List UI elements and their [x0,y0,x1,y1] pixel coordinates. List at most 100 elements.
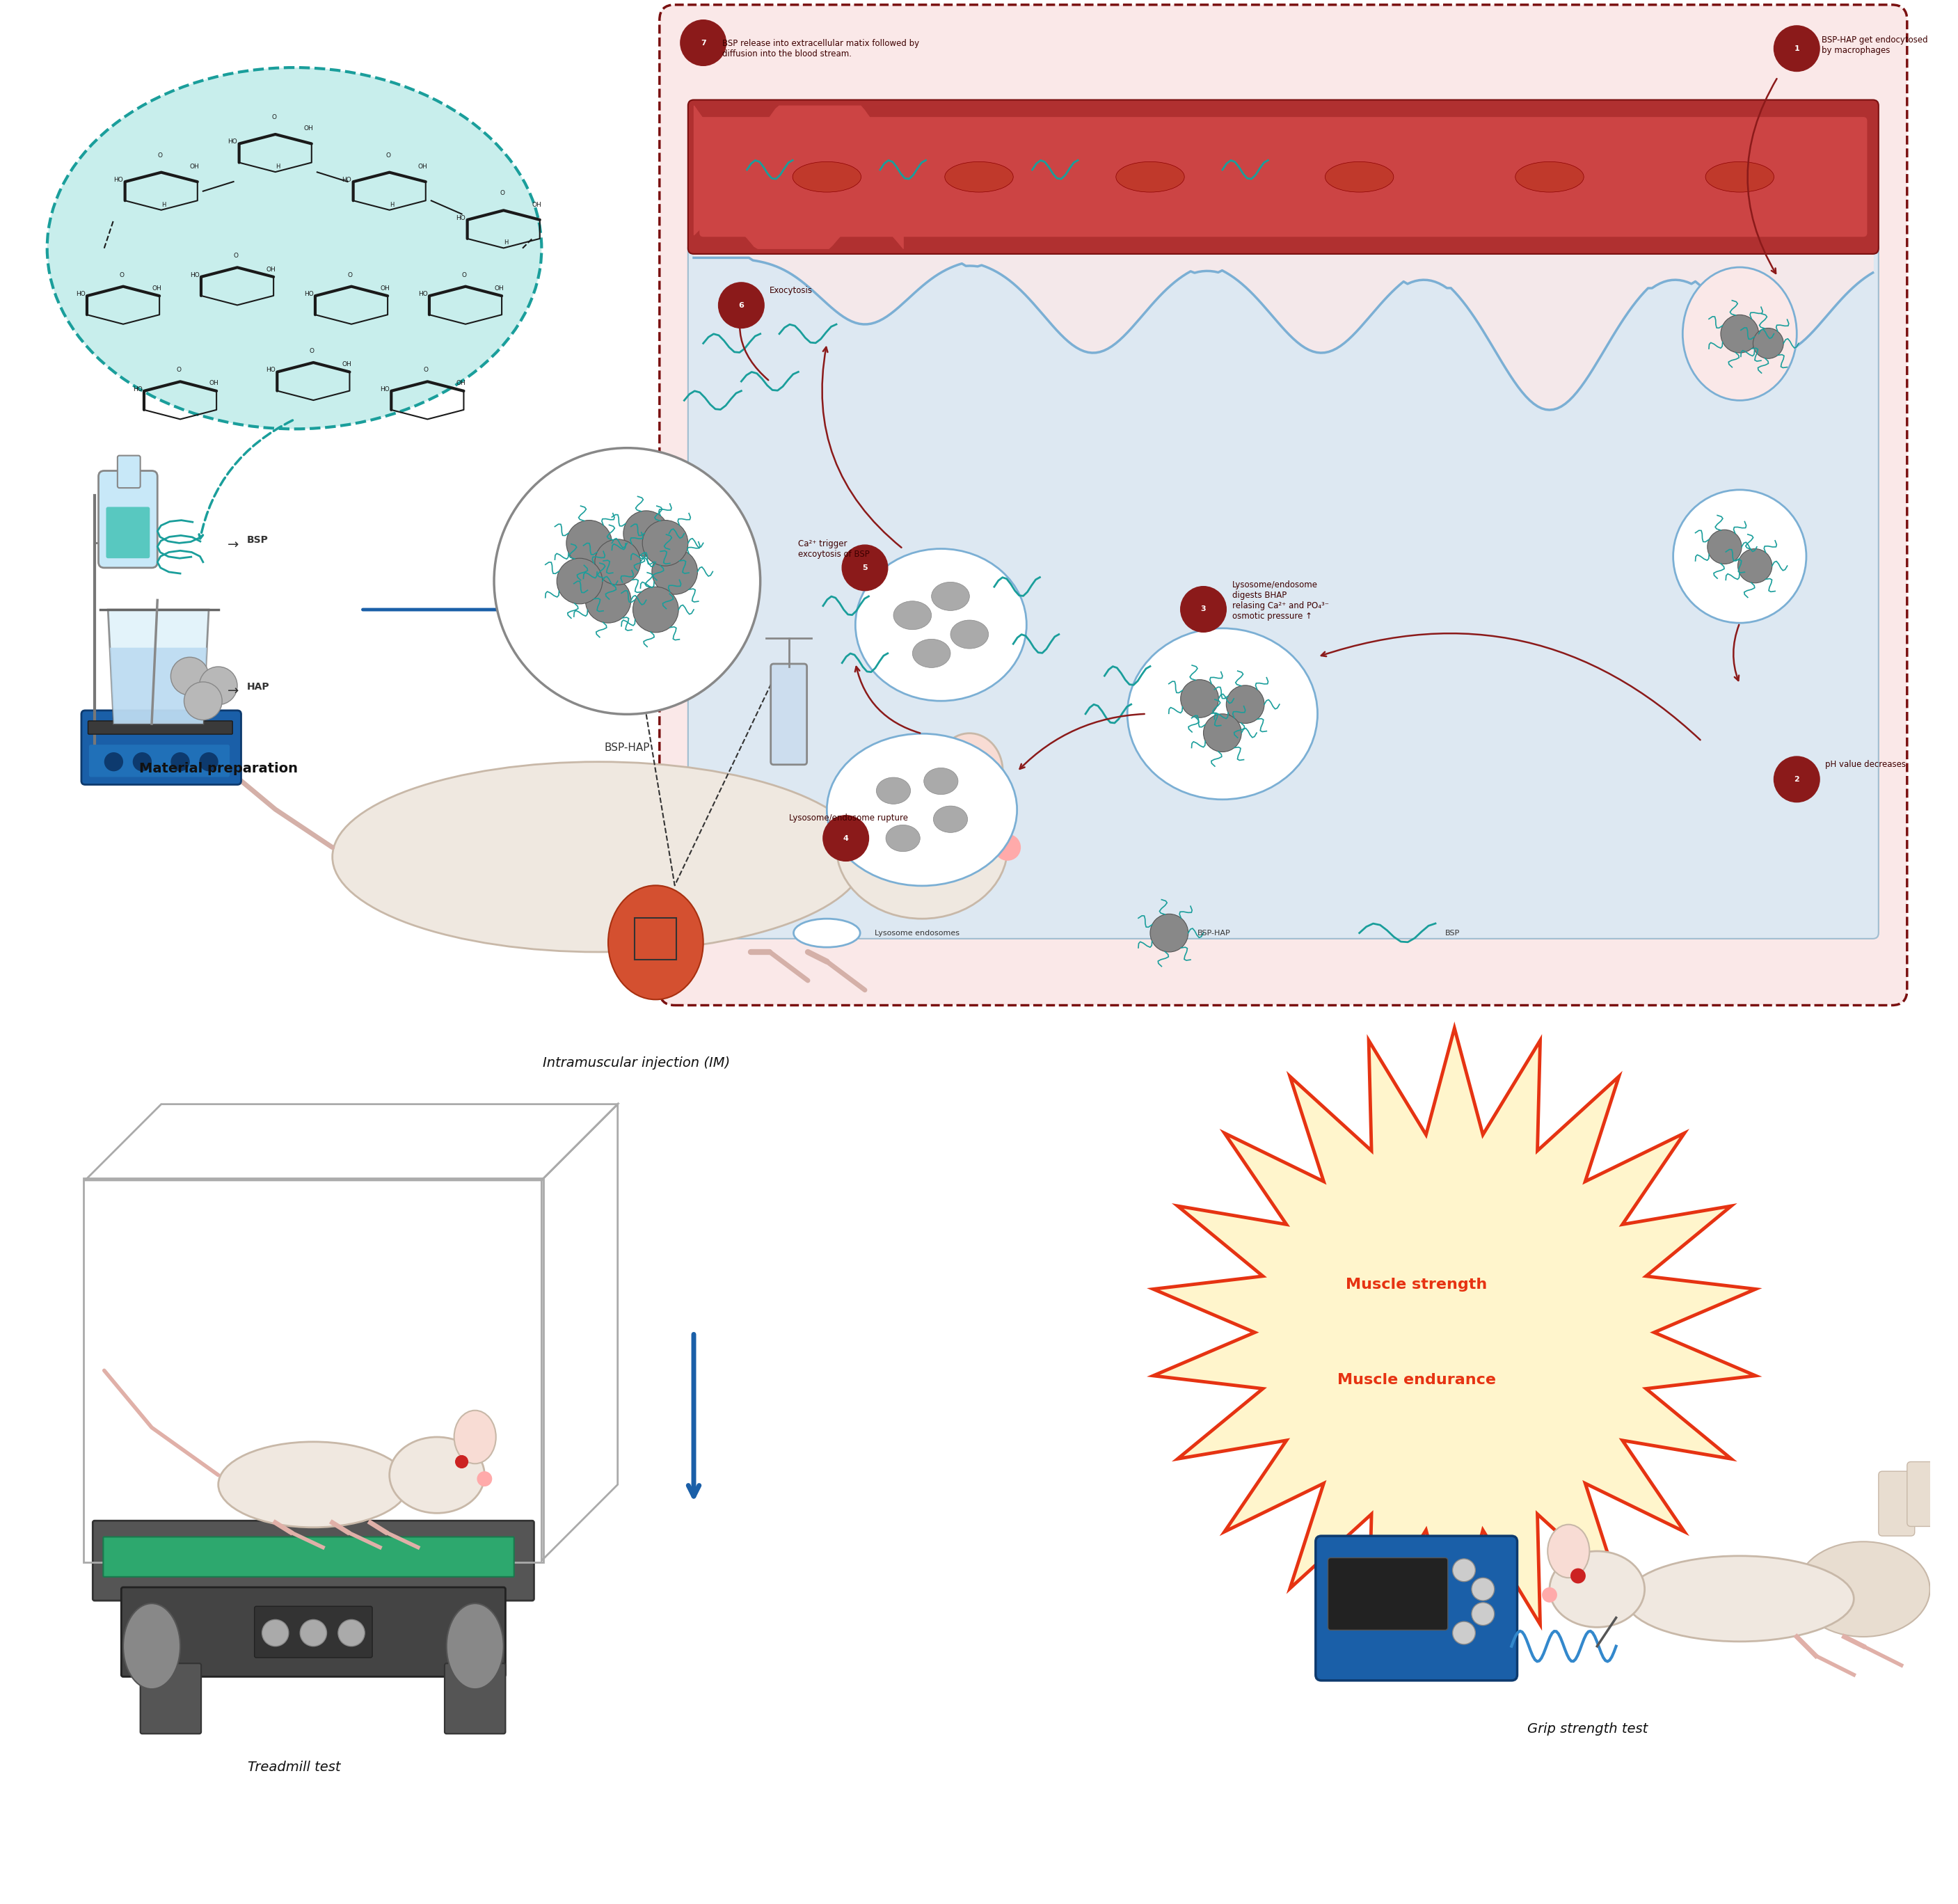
FancyArrowPatch shape [822,347,901,548]
Circle shape [1472,1603,1494,1626]
Text: OH: OH [493,286,503,291]
Text: BSP: BSP [1445,929,1461,937]
Circle shape [1226,685,1265,724]
Text: 6: 6 [738,303,744,308]
Ellipse shape [836,777,1008,920]
Circle shape [170,752,190,771]
Text: Ca²⁺ trigger
excoytosis of BSP: Ca²⁺ trigger excoytosis of BSP [799,539,869,558]
Circle shape [719,282,764,327]
FancyBboxPatch shape [82,710,241,784]
FancyArrowPatch shape [1322,634,1700,741]
Text: 3: 3 [1200,605,1206,613]
Text: OH: OH [343,362,352,367]
Text: Material preparation: Material preparation [139,762,298,775]
Text: H: H [503,240,507,246]
Circle shape [339,1620,364,1647]
Circle shape [556,558,603,604]
Circle shape [965,809,985,828]
Text: OH: OH [151,286,161,291]
Circle shape [200,666,237,704]
Text: Intramuscular injection (IM): Intramuscular injection (IM) [542,1057,730,1070]
Ellipse shape [924,767,957,794]
Ellipse shape [1674,489,1807,623]
Text: HO: HO [227,139,237,145]
Text: H: H [390,202,394,208]
Ellipse shape [1705,162,1774,192]
Text: HO: HO [303,291,313,297]
FancyBboxPatch shape [771,664,807,765]
FancyBboxPatch shape [1328,1557,1447,1630]
Circle shape [1453,1622,1476,1645]
Text: O: O [272,114,276,120]
FancyBboxPatch shape [255,1607,372,1658]
Text: →: → [227,539,239,552]
Text: pH value decreases: pH value decreases [1825,760,1905,769]
Circle shape [300,1620,327,1647]
Text: HO: HO [456,215,466,221]
Text: O: O [233,253,239,259]
Polygon shape [110,647,208,724]
Text: Treadmill test: Treadmill test [249,1761,341,1775]
Circle shape [493,447,760,714]
Circle shape [632,586,679,632]
Circle shape [1149,914,1189,952]
Ellipse shape [123,1603,180,1689]
FancyBboxPatch shape [88,744,229,777]
Text: OH: OH [190,164,200,169]
FancyArrowPatch shape [1748,78,1776,274]
FancyBboxPatch shape [699,116,1868,236]
Ellipse shape [793,162,862,192]
Text: HAP: HAP [247,682,270,691]
Ellipse shape [333,762,865,952]
Text: Muscle endurance: Muscle endurance [1337,1373,1496,1386]
Text: O: O [499,190,505,196]
Text: O: O [462,272,466,278]
Ellipse shape [47,67,542,428]
Text: HO: HO [343,177,352,183]
Circle shape [1181,680,1218,718]
Text: →: → [227,685,239,699]
Text: O: O [386,152,390,158]
Ellipse shape [1116,162,1185,192]
Circle shape [1181,586,1226,632]
Ellipse shape [1326,162,1394,192]
Text: HO: HO [114,177,123,183]
Ellipse shape [877,777,910,803]
Polygon shape [108,609,210,724]
Text: BSP release into extracellular matix followed by
diffusion into the blood stream: BSP release into extracellular matix fol… [723,38,918,59]
Circle shape [184,682,221,720]
Circle shape [1570,1569,1586,1584]
Circle shape [995,834,1020,861]
Text: HO: HO [133,387,143,392]
FancyBboxPatch shape [88,722,233,735]
Circle shape [1752,327,1784,358]
FancyBboxPatch shape [98,470,157,567]
Text: HO: HO [266,367,276,373]
Circle shape [1774,25,1819,70]
Text: H: H [161,202,166,208]
Ellipse shape [893,602,932,630]
Circle shape [566,520,613,565]
Text: Grip strength test: Grip strength test [1527,1723,1649,1736]
Text: O: O [349,272,352,278]
Text: BSP: BSP [247,535,268,545]
Text: 7: 7 [701,40,707,46]
Circle shape [1472,1578,1494,1601]
FancyBboxPatch shape [92,1521,535,1601]
Circle shape [262,1620,288,1647]
Ellipse shape [446,1603,503,1689]
Ellipse shape [609,885,703,1000]
Ellipse shape [932,583,969,611]
Ellipse shape [950,621,989,649]
Ellipse shape [1128,628,1318,800]
Text: HO: HO [380,387,390,392]
Text: 2: 2 [1794,775,1799,783]
FancyBboxPatch shape [104,1537,515,1577]
Circle shape [200,752,217,771]
Text: HO: HO [190,272,200,278]
Ellipse shape [217,1441,409,1527]
Circle shape [1453,1559,1476,1582]
Ellipse shape [826,733,1016,885]
FancyArrowPatch shape [1733,625,1739,680]
Text: BSP-HAP: BSP-HAP [605,743,650,754]
